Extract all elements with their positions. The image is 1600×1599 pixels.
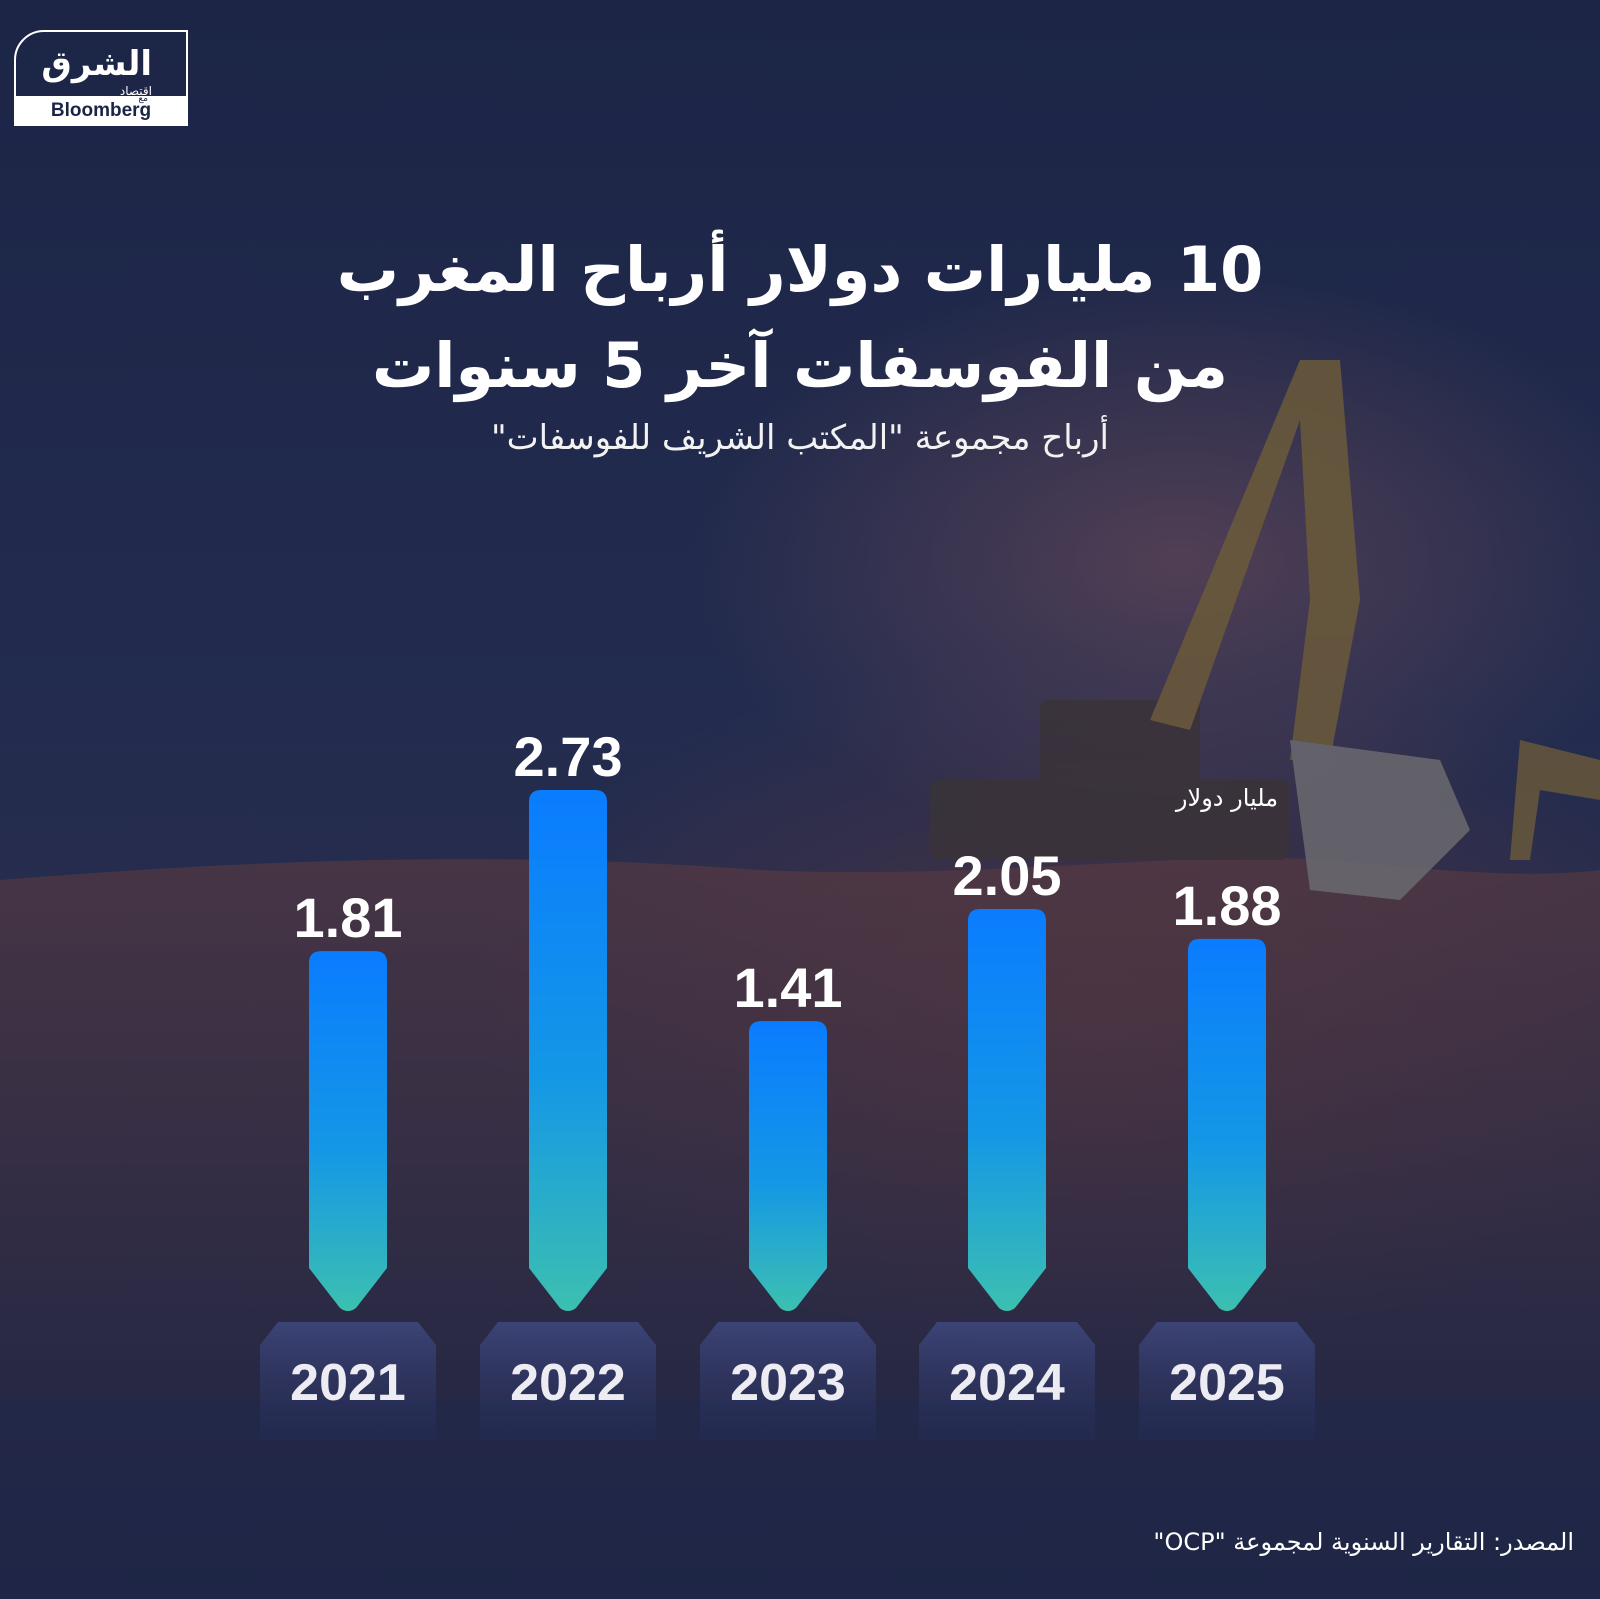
title-line-1: 10 مليارات دولار أرباح المغرب xyxy=(336,233,1264,306)
bar-2025 xyxy=(1188,938,1266,1311)
bar-2024 xyxy=(968,909,1046,1311)
bar-2021 xyxy=(309,951,387,1311)
year-label-2021: 2021 xyxy=(290,1354,406,1412)
bar-2022 xyxy=(529,790,607,1311)
logo-with: مع xyxy=(138,94,148,104)
value-label-2024: 2.05 xyxy=(953,844,1062,907)
year-label-2023: 2023 xyxy=(730,1354,846,1412)
title-line-2: من الفوسفات آخر 5 سنوات xyxy=(371,329,1229,402)
year-label-2025: 2025 xyxy=(1169,1354,1285,1412)
asharq-bloomberg-logo: الشرق اقتصاد Bloomberg مع xyxy=(14,30,188,126)
value-label-2023: 1.41 xyxy=(734,956,843,1019)
logo-partner: Bloomberg xyxy=(16,96,186,126)
value-label-2025: 1.88 xyxy=(1173,874,1282,937)
year-pedestal xyxy=(919,1322,1095,1440)
subtitle: أرباح مجموعة "المكتب الشريف للفوسفات" xyxy=(491,418,1109,458)
value-label-2021: 1.81 xyxy=(294,886,403,949)
year-label-2024: 2024 xyxy=(949,1354,1065,1412)
source-note: المصدر: التقارير السنوية لمجموعة "OCP" xyxy=(1153,1528,1574,1556)
year-pedestal xyxy=(1139,1322,1315,1440)
value-label-2022: 2.73 xyxy=(514,725,623,788)
unit-label: مليار دولار xyxy=(1175,784,1278,812)
year-label-2022: 2022 xyxy=(510,1354,626,1412)
year-pedestal xyxy=(480,1322,656,1440)
year-pedestal xyxy=(260,1322,436,1440)
year-pedestal xyxy=(700,1322,876,1440)
bar-2023 xyxy=(749,1021,827,1311)
logo-brand: الشرق xyxy=(41,44,152,84)
page-title: 10 مليارات دولار أرباح المغرب من الفوسفا… xyxy=(180,222,1420,414)
logo-sub: اقتصاد xyxy=(119,84,152,98)
